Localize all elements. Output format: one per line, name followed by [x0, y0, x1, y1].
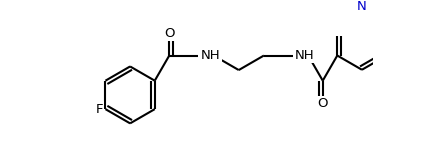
Text: N: N: [357, 0, 367, 13]
Text: NH: NH: [295, 49, 315, 62]
Text: F: F: [96, 103, 103, 116]
Text: O: O: [318, 97, 328, 110]
Text: O: O: [164, 27, 175, 40]
Text: NH: NH: [201, 49, 220, 62]
